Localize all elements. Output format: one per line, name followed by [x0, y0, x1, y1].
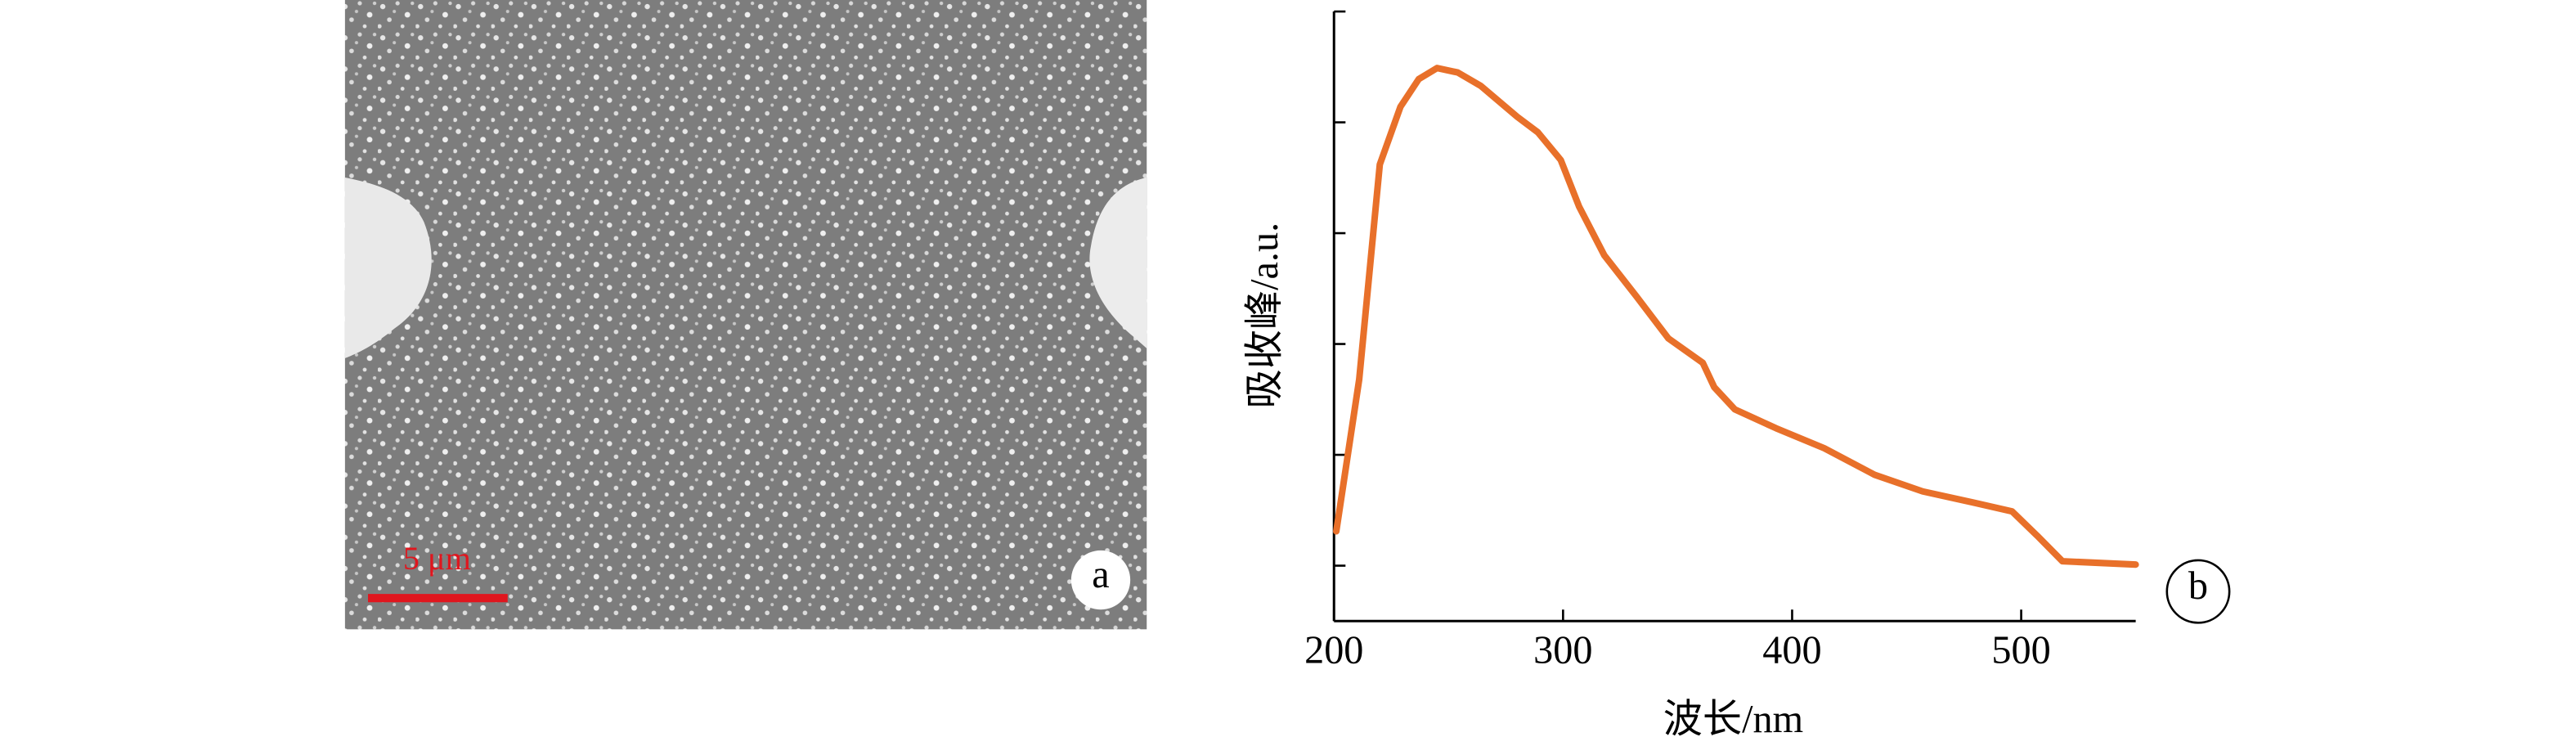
y-axis-title: 吸收峰/a.u. [1243, 222, 1286, 409]
panel-badge [2165, 559, 2231, 624]
panel-badge [1070, 550, 1131, 610]
x-tick-label: 500 [1991, 629, 2050, 672]
sem-background [344, 0, 1147, 630]
panel-label: b [2188, 564, 2208, 608]
x-tick-label: 200 [1304, 629, 1363, 672]
scale-bar-label: 5 μm [403, 540, 471, 577]
data-line [1333, 65, 2139, 568]
x-axis-title: 波长/nm [1663, 698, 1803, 741]
sem-image: 5 μm a [344, 0, 1147, 630]
electrode-right [1089, 177, 1147, 348]
chart: 波长/nm 吸收峰/a.u. b 200 300 400 500 [1243, 10, 2231, 741]
x-tick-label: 400 [1762, 629, 1821, 672]
panel-label: a [1092, 553, 1109, 596]
x-tick-label: 300 [1533, 629, 1592, 672]
electrode-left [344, 177, 432, 358]
